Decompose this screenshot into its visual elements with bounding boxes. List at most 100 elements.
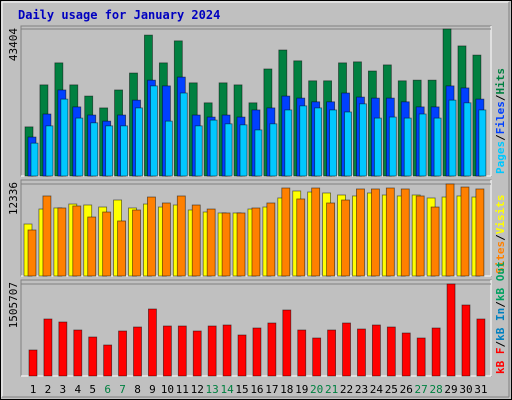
x-tick-label: 25 <box>385 383 398 396</box>
x-tick-label: 2 <box>45 383 52 396</box>
bar <box>341 199 350 277</box>
bar <box>207 325 217 377</box>
bar <box>388 116 397 177</box>
x-tick-label: 30 <box>459 383 472 396</box>
bar <box>222 324 232 377</box>
y-tick-label: 12336 <box>7 182 20 215</box>
bar <box>359 103 367 177</box>
bar <box>433 117 442 177</box>
bar <box>266 202 276 277</box>
bar <box>476 318 486 377</box>
bar <box>150 85 158 177</box>
bar <box>478 109 487 177</box>
x-tick-label: 13 <box>206 383 219 396</box>
bar <box>236 212 246 277</box>
bar <box>463 102 472 177</box>
bar <box>448 99 457 177</box>
legend-label: Hits <box>494 68 507 95</box>
bar <box>221 212 231 277</box>
bar <box>90 122 99 177</box>
bar <box>385 187 395 277</box>
x-tick-label: 9 <box>149 383 156 396</box>
bar <box>461 304 471 377</box>
x-tick-label: 22 <box>340 383 353 396</box>
bar <box>118 330 127 377</box>
x-tick-label: 18 <box>280 383 293 396</box>
bar <box>418 113 427 177</box>
bar <box>224 123 233 177</box>
x-tick-label: 26 <box>400 383 413 396</box>
x-tick-label: 15 <box>235 383 248 396</box>
bar <box>416 337 426 377</box>
bar <box>209 119 218 177</box>
x-tick-label: 21 <box>325 383 338 396</box>
bar <box>28 349 38 377</box>
x-tick-label: 14 <box>220 383 234 396</box>
x-tick-label: 10 <box>161 383 174 396</box>
bar <box>446 283 456 377</box>
legend-label: Files <box>494 101 507 134</box>
bar <box>297 329 307 377</box>
x-tick-label: 6 <box>104 383 111 396</box>
bar <box>117 220 126 277</box>
chart-title: Daily usage for January 2024 <box>18 8 220 22</box>
bar <box>284 109 293 177</box>
bar <box>75 117 84 177</box>
bar <box>344 111 352 177</box>
bar <box>296 198 306 277</box>
x-tick-label: 3 <box>60 383 67 396</box>
bar <box>105 125 114 177</box>
bar <box>400 188 410 277</box>
bar <box>370 188 380 277</box>
bar <box>176 195 186 277</box>
x-tick-label: 20 <box>310 383 323 396</box>
bar <box>132 209 141 277</box>
bar <box>342 322 351 377</box>
bar <box>161 202 171 277</box>
bar <box>475 188 485 277</box>
legend-separator: / <box>494 234 507 241</box>
x-tick-label: 31 <box>474 383 487 396</box>
x-tick-label: 19 <box>295 383 308 396</box>
bar <box>239 124 248 177</box>
x-tick-label: 7 <box>119 383 126 396</box>
bar <box>445 183 455 277</box>
legend-separator: / <box>494 341 507 348</box>
bar <box>371 324 381 377</box>
bar <box>42 195 52 277</box>
bar <box>237 334 247 377</box>
bar <box>415 195 425 277</box>
legend-label: Sites <box>494 241 507 274</box>
legend-label: kB In <box>494 308 507 341</box>
bar <box>314 107 323 177</box>
x-tick-label: 1 <box>30 383 37 396</box>
bar <box>194 125 203 177</box>
bar <box>148 308 157 377</box>
bar <box>135 107 143 177</box>
bar <box>312 337 322 377</box>
bar <box>191 204 201 277</box>
bar <box>102 211 112 277</box>
bar <box>251 207 261 277</box>
bar <box>357 328 366 377</box>
bar <box>401 332 411 377</box>
bar <box>87 216 97 277</box>
bar <box>254 129 263 177</box>
bar <box>252 327 262 377</box>
bar <box>431 327 441 377</box>
bar <box>57 207 67 277</box>
legend-separator: / <box>494 94 507 101</box>
legend-label: kB F <box>494 348 507 375</box>
bar <box>60 98 69 177</box>
x-tick-label: 8 <box>134 383 141 396</box>
x-tick-label: 24 <box>370 383 384 396</box>
bar <box>192 330 202 377</box>
legend-label: Pages <box>494 141 507 174</box>
y-tick-label: 43404 <box>7 28 20 61</box>
bar <box>299 105 308 177</box>
bar <box>282 309 292 377</box>
x-tick-label: 4 <box>74 383 81 396</box>
x-tick-label: 5 <box>89 383 96 396</box>
bar <box>164 120 173 177</box>
x-tick-label: 23 <box>355 383 368 396</box>
